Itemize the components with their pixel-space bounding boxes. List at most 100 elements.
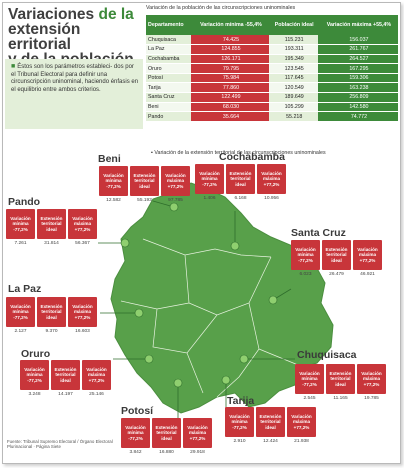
department-cell: Oruro (146, 63, 192, 74)
max-variation-cell: 256.809 (317, 92, 398, 103)
department-cell: Santa Cruz (146, 92, 192, 103)
max-variation-cell: 261.767 (317, 44, 398, 55)
table-row: Tarija 77.860 120.549 163.238 (146, 82, 398, 94)
region-boxes-potosi: Variación mínima -77,2% Extensión territo… (121, 418, 212, 448)
region-boxes-cochabamba: Variación mínima -77,2% Extensión territo… (195, 164, 286, 194)
region-name-oruro: Oruro (21, 348, 51, 360)
ideal-population-cell: 55.218 (268, 111, 318, 122)
max-variation-value: 10.956 (264, 196, 279, 201)
min-variation-cell: 75.984 (191, 73, 269, 84)
table-row: Chuquisaca 74.425 115.231 156.037 (146, 35, 398, 46)
department-cell: Pando (146, 111, 192, 122)
max-variation-box: Variación máxima +77,2% (68, 209, 97, 239)
ideal-population-cell: 189.649 (268, 92, 318, 103)
bolivia-map-shape (110, 182, 334, 414)
min-variation-box: Variación mínima -77,2% (121, 418, 150, 448)
min-variation-value: 2.910 (233, 439, 246, 444)
min-variation-box: Variación mínima -77,2% (99, 166, 128, 196)
min-variation-box: Variación mínima -77,2% (291, 240, 320, 270)
min-variation-value: 2.545 (303, 396, 316, 401)
population-table: Departamento Variación mínima -55,4% Pob… (146, 15, 398, 122)
max-variation-value: 21.938 (294, 439, 309, 444)
location-dot-la-paz (134, 308, 144, 318)
ideal-population-cell: 115.231 (268, 35, 318, 46)
map-caption: ▪ Variación de la extensión territorial … (151, 150, 326, 156)
ideal-extension-value: 31.814 (44, 241, 59, 246)
bolivia-map (98, 182, 334, 418)
ideal-population-cell: 117.645 (268, 73, 318, 84)
ideal-extension-box: Extensión territorial ideal (130, 166, 159, 196)
location-dot-beni (169, 202, 179, 212)
max-variation-box: Variación máxima +77,2% (161, 166, 190, 196)
department-cell: Tarija (146, 82, 192, 94)
ideal-population-cell: 195.349 (268, 54, 318, 65)
ideal-extension-value: 14.197 (58, 392, 73, 397)
max-variation-box: Variación máxima +77,2% (183, 418, 212, 448)
table-row: Santa Cruz 122.499 189.649 256.809 (146, 92, 398, 103)
region-boxes-beni: Variación mínima -77,2% Extensión territo… (99, 166, 190, 196)
ideal-extension-box: Extensión territorial ideal (37, 297, 66, 327)
table-row: Potosí 75.984 117.645 159.306 (146, 73, 398, 84)
ideal-extension-value: 26.479 (329, 272, 344, 277)
table-header: Variación mínima -55,4% (191, 15, 269, 35)
max-variation-box: Variación máxima +77,2% (257, 164, 286, 194)
min-variation-cell: 74.425 (191, 35, 269, 46)
region-name-pando: Pando (8, 196, 41, 208)
max-variation-cell: 142.580 (317, 102, 398, 113)
max-variation-value: 46.921 (360, 272, 375, 277)
max-variation-value: 16.603 (75, 329, 90, 334)
location-dot-potosi (173, 378, 183, 388)
max-variation-value: 19.785 (364, 396, 379, 401)
max-variation-cell: 74.772 (317, 111, 398, 122)
max-variation-value: 97.785 (168, 198, 183, 203)
ideal-extension-value: 11.165 (333, 396, 348, 401)
region-boxes-pando: Variación mínima -77,2% Extensión territo… (6, 209, 97, 239)
infographic-frame: Variaciones de la extensión erritorial y… (2, 2, 401, 464)
min-variation-cell: 122.499 (191, 92, 269, 103)
min-variation-cell: 77.860 (191, 82, 269, 94)
ideal-extension-value: 9.370 (45, 329, 58, 334)
min-variation-value: 3.842 (129, 450, 142, 455)
table-row: Beni 68.030 105.299 142.580 (146, 102, 398, 113)
region-values-cochabamba: 1.406 6.168 10.956 (195, 196, 286, 201)
ideal-extension-box: Extensión territorial ideal (37, 209, 66, 239)
min-variation-cell: 79.795 (191, 63, 269, 74)
region-name-beni: Beni (98, 153, 121, 165)
department-cell: Chuquisaca (146, 35, 192, 46)
max-variation-cell: 156.037 (317, 35, 398, 46)
ideal-population-cell: 193.311 (268, 44, 318, 55)
ideal-extension-value: 16.880 (159, 450, 174, 455)
ideal-extension-box: Extensión territorial ideal (226, 164, 255, 194)
department-cell: Potosí (146, 73, 192, 84)
min-variation-box: Variación mínima -77,2% (20, 360, 49, 390)
max-variation-value: 25.146 (89, 392, 104, 397)
min-variation-value: 12.582 (106, 198, 121, 203)
min-variation-cell: 68.030 (191, 102, 269, 113)
ideal-extension-value: 12.424 (263, 439, 278, 444)
min-variation-box: Variación mínima -77,2% (195, 164, 224, 194)
min-variation-box: Variación mínima -77,2% (225, 407, 254, 437)
min-variation-cell: 35.664 (191, 111, 269, 122)
ideal-population-cell: 105.299 (268, 102, 318, 113)
min-variation-cell: 124.855 (191, 44, 269, 55)
table-header: Departamento (146, 15, 192, 35)
location-dot-oruro (144, 354, 154, 364)
region-values-la-paz: 2.127 9.370 16.603 (6, 329, 97, 334)
min-variation-value: 2.127 (14, 329, 27, 334)
region-values-chuquisaca: 2.545 11.165 19.785 (295, 396, 386, 401)
department-borders (120, 238, 304, 398)
ideal-extension-box: Extensión territorial ideal (326, 364, 355, 394)
ideal-extension-box: Extensión territorial ideal (51, 360, 80, 390)
department-cell: La Paz (146, 44, 192, 55)
table-caption: Variación de la población de las circuns… (146, 5, 296, 11)
region-name-santa-cruz: Santa Cruz (291, 227, 346, 239)
table-row: La Paz 124.855 193.311 261.767 (146, 44, 398, 55)
region-name-potosi: Potosí (121, 405, 154, 417)
min-variation-value: 6.023 (299, 272, 312, 277)
region-values-tarija: 2.910 12.424 21.938 (225, 439, 316, 444)
intro-panel: ■ Éstos son los parámetros estableci- do… (5, 59, 143, 129)
source-note: Fuente: Tribunal Supremo Electoral / Órg… (7, 439, 113, 449)
max-variation-value: 29.918 (190, 450, 205, 455)
min-variation-value: 3.248 (28, 392, 41, 397)
region-values-potosi: 3.842 16.880 29.918 (121, 450, 212, 455)
